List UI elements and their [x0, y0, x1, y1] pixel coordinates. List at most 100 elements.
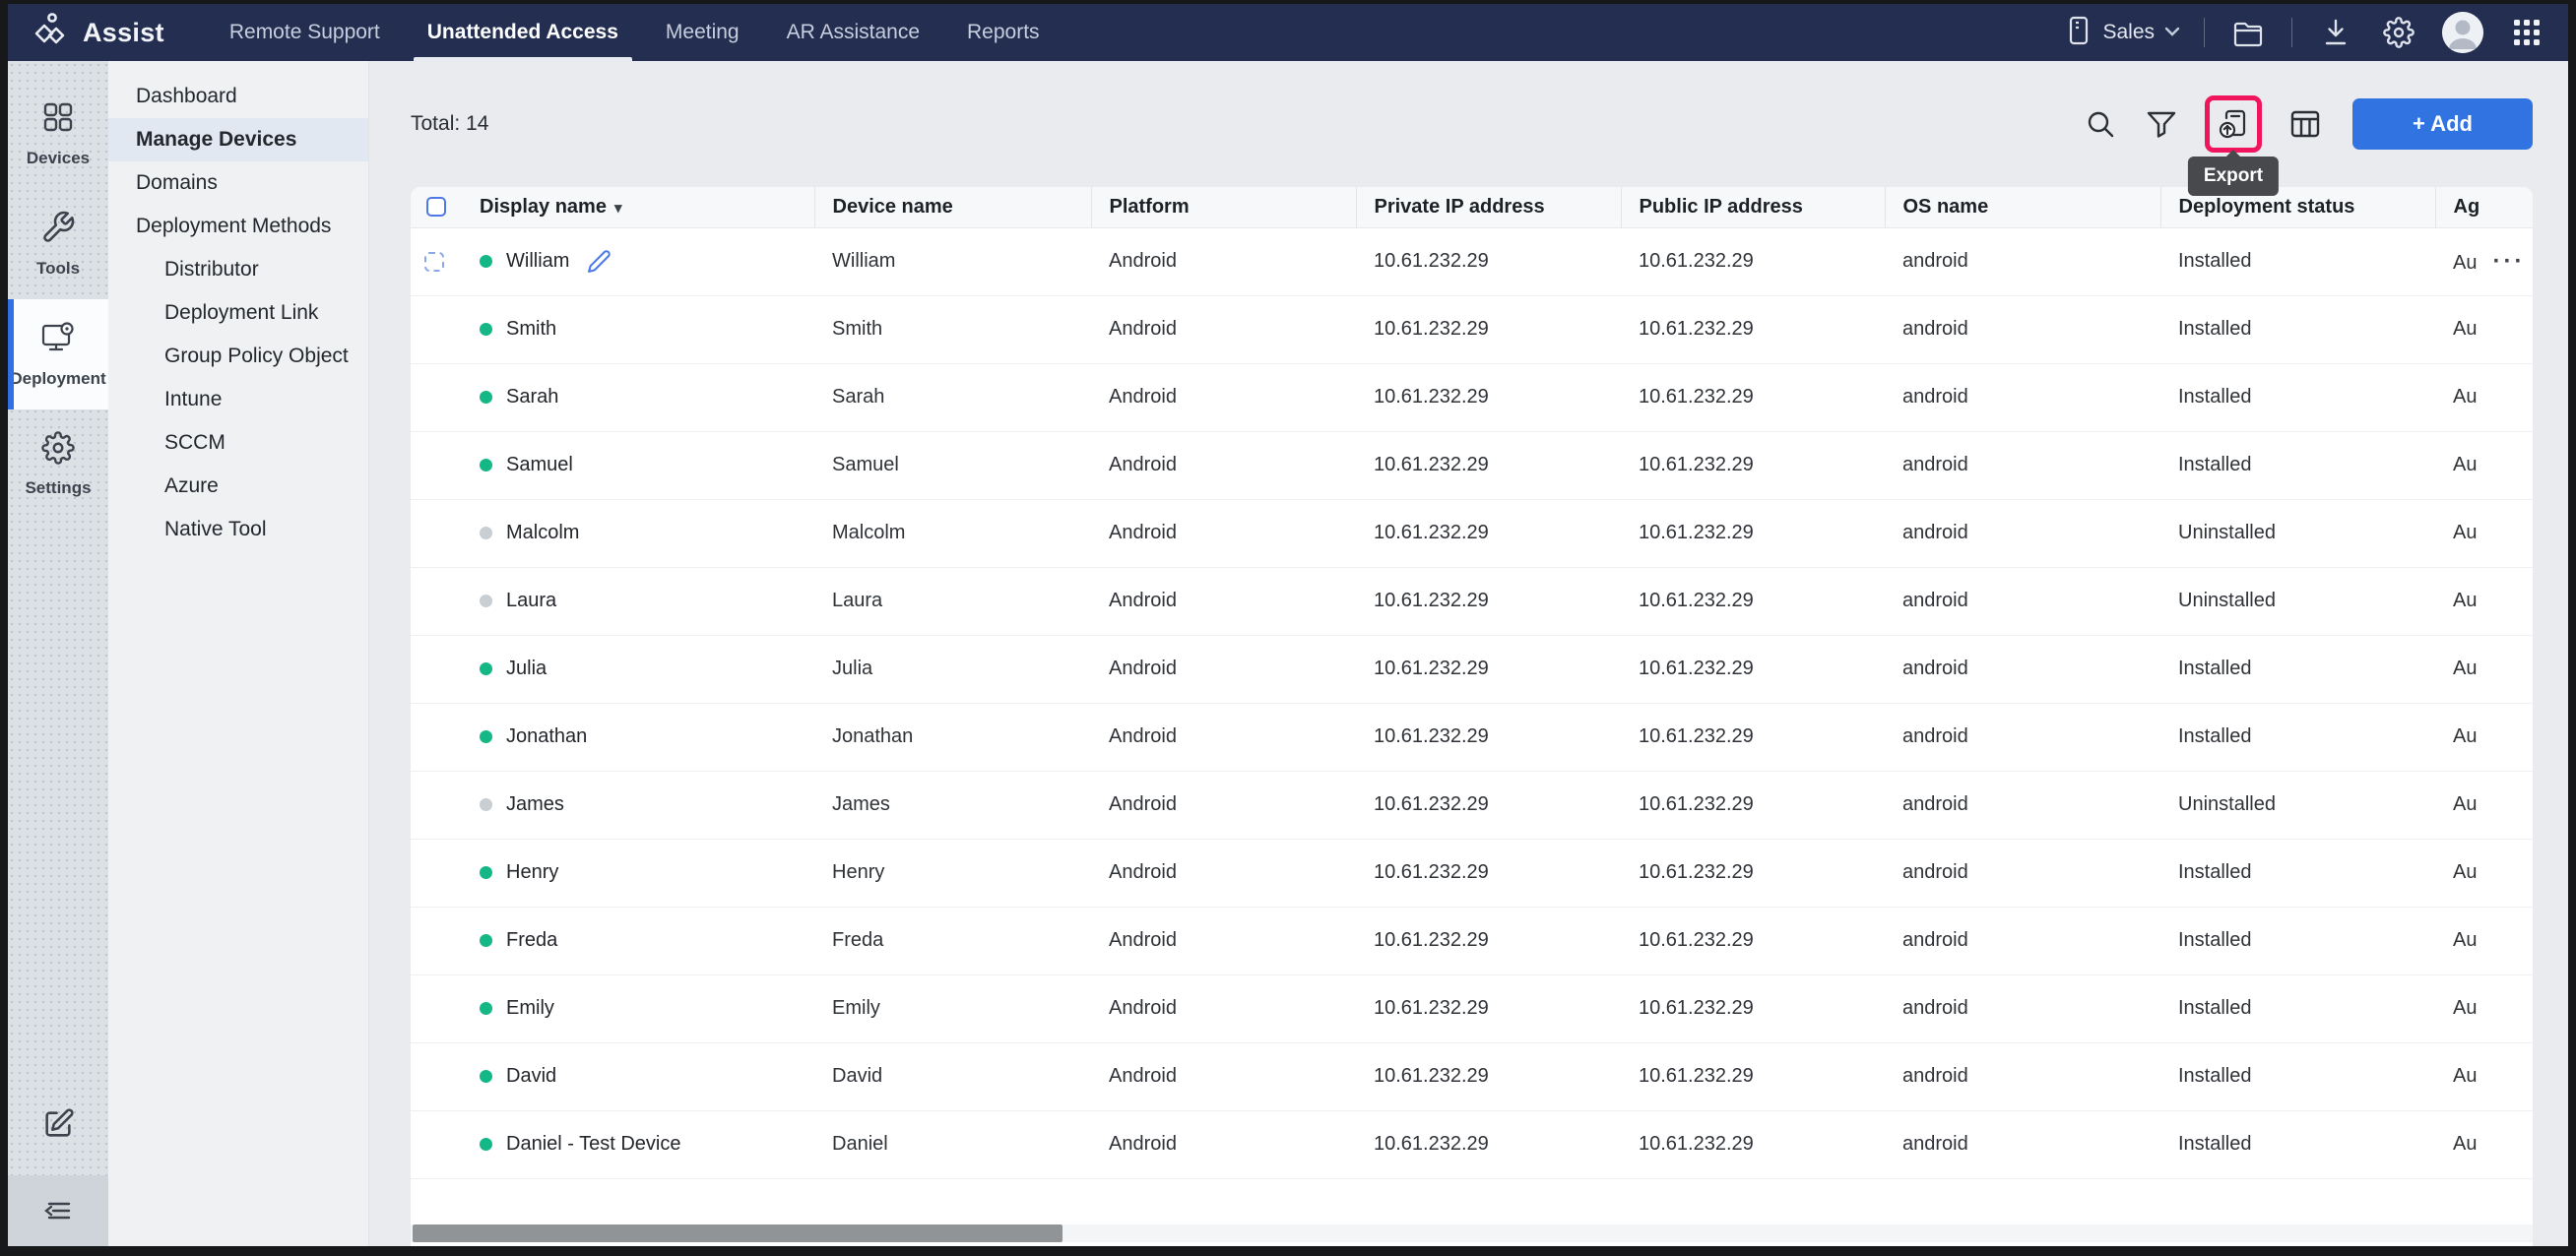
private-ip-cell: 10.61.232.29 — [1356, 1042, 1621, 1111]
sidebar-item-manage-devices[interactable]: Manage Devices — [108, 118, 368, 161]
export-highlight-box — [2205, 95, 2262, 153]
device-row[interactable]: Sarah Sarah Android 10.61.232.29 10.61.232.2… — [411, 363, 2533, 432]
column-header-device-name[interactable]: Device name — [813, 187, 1091, 228]
platform-cell: Android — [1091, 567, 1356, 636]
public-ip-cell: 10.61.232.29 — [1621, 431, 1885, 500]
apps-grid-icon[interactable] — [2507, 13, 2546, 52]
collapse-sidebar-icon[interactable] — [8, 1175, 108, 1246]
public-ip-cell: 10.61.232.29 — [1621, 1110, 1885, 1179]
rail-item-tools[interactable]: Tools — [8, 189, 108, 299]
edit-pencil-icon[interactable] — [587, 249, 612, 274]
rail-item-settings[interactable]: Settings — [8, 409, 108, 520]
filter-icon[interactable] — [2144, 106, 2179, 142]
tab-unattended-access[interactable]: Unattended Access — [404, 4, 642, 61]
device-row[interactable]: Samuel Samuel Android 10.61.232.29 10.61.232… — [411, 431, 2533, 500]
more-actions-icon[interactable]: ··· — [2492, 247, 2526, 275]
agent-cell: Au ··· — [2435, 227, 2533, 296]
os-name-cell: android — [1885, 499, 2160, 568]
search-icon[interactable] — [2083, 106, 2118, 142]
device-display-name: Emily — [506, 997, 554, 1019]
download-icon[interactable] — [2316, 13, 2355, 52]
device-row[interactable]: Henry Henry Android 10.61.232.29 10.61.232.2… — [411, 839, 2533, 908]
display-name-cell: Emily — [462, 974, 814, 1043]
device-row[interactable]: William William Android 10.61.232.29 10.61.2… — [411, 227, 2533, 296]
avatar[interactable] — [2442, 12, 2483, 53]
column-header-platform[interactable]: Platform — [1090, 187, 1356, 228]
brand: Assist — [8, 4, 164, 61]
agent-cell: Au — [2435, 431, 2533, 500]
sidebar-item-group-policy-object[interactable]: Group Policy Object — [164, 345, 349, 367]
platform-cell: Android — [1091, 499, 1356, 568]
sidebar-item-native-tool[interactable]: Native Tool — [164, 518, 267, 540]
display-name-cell: Smith — [462, 295, 814, 364]
row-select-cell — [411, 1042, 462, 1111]
files-folder-icon[interactable] — [2228, 13, 2268, 52]
sidebar-item-azure[interactable]: Azure — [164, 474, 219, 497]
online-status-dot — [480, 391, 492, 404]
agent-cell: Au — [2435, 771, 2533, 840]
device-row[interactable]: David David Android 10.61.232.29 10.61.232.2… — [411, 1042, 2533, 1111]
device-row[interactable]: Laura Laura Android 10.61.232.29 10.61.232.2… — [411, 567, 2533, 636]
deployment-status-cell: Installed — [2160, 1110, 2435, 1179]
column-chooser-icon[interactable] — [2287, 106, 2323, 142]
org-label: Sales — [2102, 21, 2155, 43]
device-name-cell: James — [814, 771, 1091, 840]
device-row[interactable]: Freda Freda Android 10.61.232.29 10.61.232.2… — [411, 907, 2533, 975]
display-name-cell: William — [462, 227, 814, 296]
device-row[interactable]: Emily Emily Android 10.61.232.29 10.61.232.2… — [411, 974, 2533, 1043]
rail-item-devices[interactable]: Devices — [8, 79, 108, 189]
private-ip-cell: 10.61.232.29 — [1356, 567, 1621, 636]
tab-meeting[interactable]: Meeting — [665, 21, 740, 43]
sidebar-item-distributor[interactable]: Distributor — [164, 258, 259, 281]
device-row[interactable]: Julia Julia Android 10.61.232.29 10.61.232.2… — [411, 635, 2533, 704]
deployment-status-cell: Installed — [2160, 635, 2435, 704]
tab-remote-support[interactable]: Remote Support — [228, 21, 380, 43]
private-ip-cell: 10.61.232.29 — [1356, 907, 1621, 975]
row-select-cell — [411, 295, 462, 364]
sidebar-item-deployment-methods[interactable]: Deployment Methods — [136, 215, 332, 237]
sidebar-item-domains[interactable]: Domains — [136, 171, 218, 194]
row-checkbox[interactable] — [424, 251, 444, 272]
device-row[interactable]: James James Android 10.61.232.29 10.61.232.2… — [411, 771, 2533, 840]
org-selector[interactable]: Sales — [2065, 15, 2180, 51]
platform-cell: Android — [1091, 907, 1356, 975]
device-name-cell: Emily — [814, 974, 1091, 1043]
device-display-name: Malcolm — [506, 522, 580, 543]
export-icon[interactable] — [2216, 106, 2251, 142]
deployment-status-cell: Installed — [2160, 974, 2435, 1043]
rail-item-label: Tools — [35, 259, 81, 278]
app-body: Devices Tools — [8, 61, 2568, 1246]
display-name-cell: Samuel — [462, 431, 814, 500]
horizontal-scrollbar-thumb[interactable] — [413, 1225, 1063, 1242]
sidebar-item-sccm[interactable]: SCCM — [164, 431, 225, 454]
deployment-status-cell: Installed — [2160, 227, 2435, 296]
agent-value: Au — [2453, 793, 2478, 815]
rail-item-deployment[interactable]: Deployment — [8, 299, 108, 409]
device-name-cell: Daniel — [814, 1110, 1091, 1179]
device-display-name: Daniel - Test Device — [506, 1133, 681, 1155]
device-row[interactable]: Jonathan Jonathan Android 10.61.232.29 10.61… — [411, 703, 2533, 772]
sidebar-item-deployment-link[interactable]: Deployment Link — [164, 301, 319, 324]
gear-icon[interactable] — [2379, 13, 2418, 52]
deployment-status-cell: Installed — [2160, 431, 2435, 500]
tab-reports[interactable]: Reports — [967, 21, 1040, 43]
row-select-cell — [411, 839, 462, 908]
column-header-private-ip-address[interactable]: Private IP address — [1355, 187, 1621, 228]
column-header-os-name[interactable]: OS name — [1884, 187, 2160, 228]
feedback-note-icon[interactable] — [8, 1073, 108, 1175]
device-row[interactable]: Malcolm Malcolm Android 10.61.232.29 10.61.2… — [411, 499, 2533, 568]
tab-ar-assistance[interactable]: AR Assistance — [786, 21, 921, 43]
column-header-public-ip-address[interactable]: Public IP address — [1620, 187, 1885, 228]
sidebar-item-intune[interactable]: Intune — [164, 388, 223, 410]
device-row[interactable]: Daniel - Test Device Daniel Android 10.61.2… — [411, 1110, 2533, 1179]
add-device-button[interactable]: + Add — [2352, 98, 2533, 150]
device-display-name: James — [506, 793, 564, 815]
column-header-display-name[interactable]: Display name ▾ — [462, 187, 814, 228]
device-row[interactable]: Smith Smith Android 10.61.232.29 10.61.232.2… — [411, 295, 2533, 364]
column-header-ag[interactable]: Ag — [2434, 187, 2533, 228]
sidebar-item-dashboard[interactable]: Dashboard — [136, 85, 237, 107]
os-name-cell: android — [1885, 771, 2160, 840]
select-all-checkbox[interactable] — [426, 197, 446, 218]
sort-arrow-icon[interactable]: ▾ — [613, 199, 622, 217]
agent-value: Au — [2453, 522, 2478, 543]
